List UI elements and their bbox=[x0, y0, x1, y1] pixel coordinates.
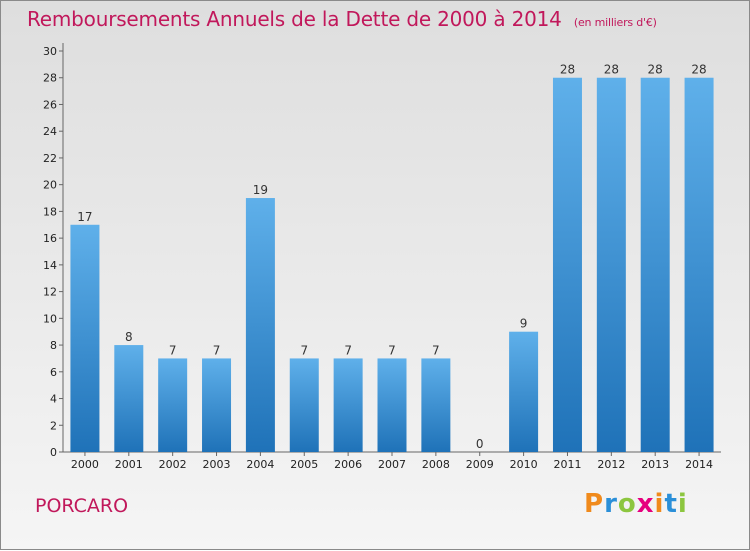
y-tick-label: 16 bbox=[43, 232, 57, 245]
y-tick-label: 20 bbox=[43, 179, 57, 192]
proxiti-logo[interactable]: Proxiti bbox=[584, 489, 688, 519]
x-tick-label: 2011 bbox=[553, 458, 581, 471]
x-tick-label: 2002 bbox=[159, 458, 187, 471]
bar-value-label: 9 bbox=[520, 317, 528, 331]
y-tick-label: 10 bbox=[43, 312, 57, 325]
bar bbox=[509, 331, 539, 452]
bar-value-label: 19 bbox=[253, 183, 268, 197]
chart-title: Remboursements Annuels de la Dette de 20… bbox=[27, 7, 657, 31]
x-tick-label: 2006 bbox=[334, 458, 362, 471]
bar bbox=[640, 77, 670, 452]
y-tick-label: 28 bbox=[43, 72, 57, 85]
bar bbox=[158, 358, 188, 452]
y-tick-label: 22 bbox=[43, 152, 57, 165]
x-tick-label: 2005 bbox=[290, 458, 318, 471]
town-name: PORCARO bbox=[35, 495, 129, 517]
logo-letter: i bbox=[654, 489, 665, 519]
x-tick-label: 2010 bbox=[510, 458, 538, 471]
x-tick-label: 2009 bbox=[466, 458, 494, 471]
y-tick-label: 24 bbox=[43, 125, 57, 138]
y-tick-label: 30 bbox=[43, 45, 57, 58]
x-tick-label: 2008 bbox=[422, 458, 450, 471]
y-tick-label: 0 bbox=[50, 446, 57, 459]
bar bbox=[596, 77, 626, 452]
bar-value-label: 7 bbox=[388, 343, 396, 357]
bar-value-label: 7 bbox=[213, 343, 221, 357]
bar-value-label: 7 bbox=[432, 343, 440, 357]
bar bbox=[114, 345, 144, 452]
x-tick-label: 2000 bbox=[71, 458, 99, 471]
y-tick-label: 14 bbox=[43, 259, 57, 272]
bar bbox=[377, 358, 407, 452]
chart-title-text: Remboursements Annuels de la Dette de 20… bbox=[27, 7, 562, 31]
x-tick-label: 2007 bbox=[378, 458, 406, 471]
logo-letter: o bbox=[617, 489, 637, 519]
x-tick-label: 2003 bbox=[203, 458, 231, 471]
y-tick-label: 8 bbox=[50, 339, 57, 352]
x-tick-label: 2001 bbox=[115, 458, 143, 471]
bar-value-label: 0 bbox=[476, 437, 484, 451]
x-tick-label: 2004 bbox=[246, 458, 274, 471]
logo-letter: i bbox=[677, 489, 688, 519]
bar bbox=[552, 77, 582, 452]
bar bbox=[421, 358, 451, 452]
bar-value-label: 28 bbox=[648, 63, 663, 77]
bar-value-label: 7 bbox=[300, 343, 308, 357]
y-tick-label: 18 bbox=[43, 205, 57, 218]
y-tick-label: 4 bbox=[50, 393, 57, 406]
bar-value-label: 7 bbox=[344, 343, 352, 357]
y-tick-label: 2 bbox=[50, 419, 57, 432]
y-tick-label: 26 bbox=[43, 98, 57, 111]
logo-letter: r bbox=[604, 489, 618, 519]
logo-letter: P bbox=[584, 489, 605, 519]
bar bbox=[245, 198, 275, 452]
logo-letter: x bbox=[636, 489, 655, 519]
x-tick-label: 2012 bbox=[597, 458, 625, 471]
bar-value-label: 28 bbox=[691, 63, 706, 77]
bar-value-label: 7 bbox=[169, 343, 177, 357]
bar bbox=[684, 77, 714, 452]
logo-letter: t bbox=[664, 489, 678, 519]
bar bbox=[202, 358, 232, 452]
chart-unit: (en milliers d'€) bbox=[573, 16, 657, 29]
y-tick-label: 6 bbox=[50, 366, 57, 379]
x-tick-label: 2014 bbox=[685, 458, 713, 471]
x-tick-label: 2013 bbox=[641, 458, 669, 471]
bar bbox=[289, 358, 319, 452]
bar bbox=[70, 224, 100, 452]
bar-value-label: 8 bbox=[125, 330, 133, 344]
y-tick-label: 12 bbox=[43, 286, 57, 299]
bar-value-label: 28 bbox=[560, 63, 575, 77]
bar bbox=[333, 358, 363, 452]
bar-value-label: 28 bbox=[604, 63, 619, 77]
bar-value-label: 17 bbox=[77, 210, 92, 224]
